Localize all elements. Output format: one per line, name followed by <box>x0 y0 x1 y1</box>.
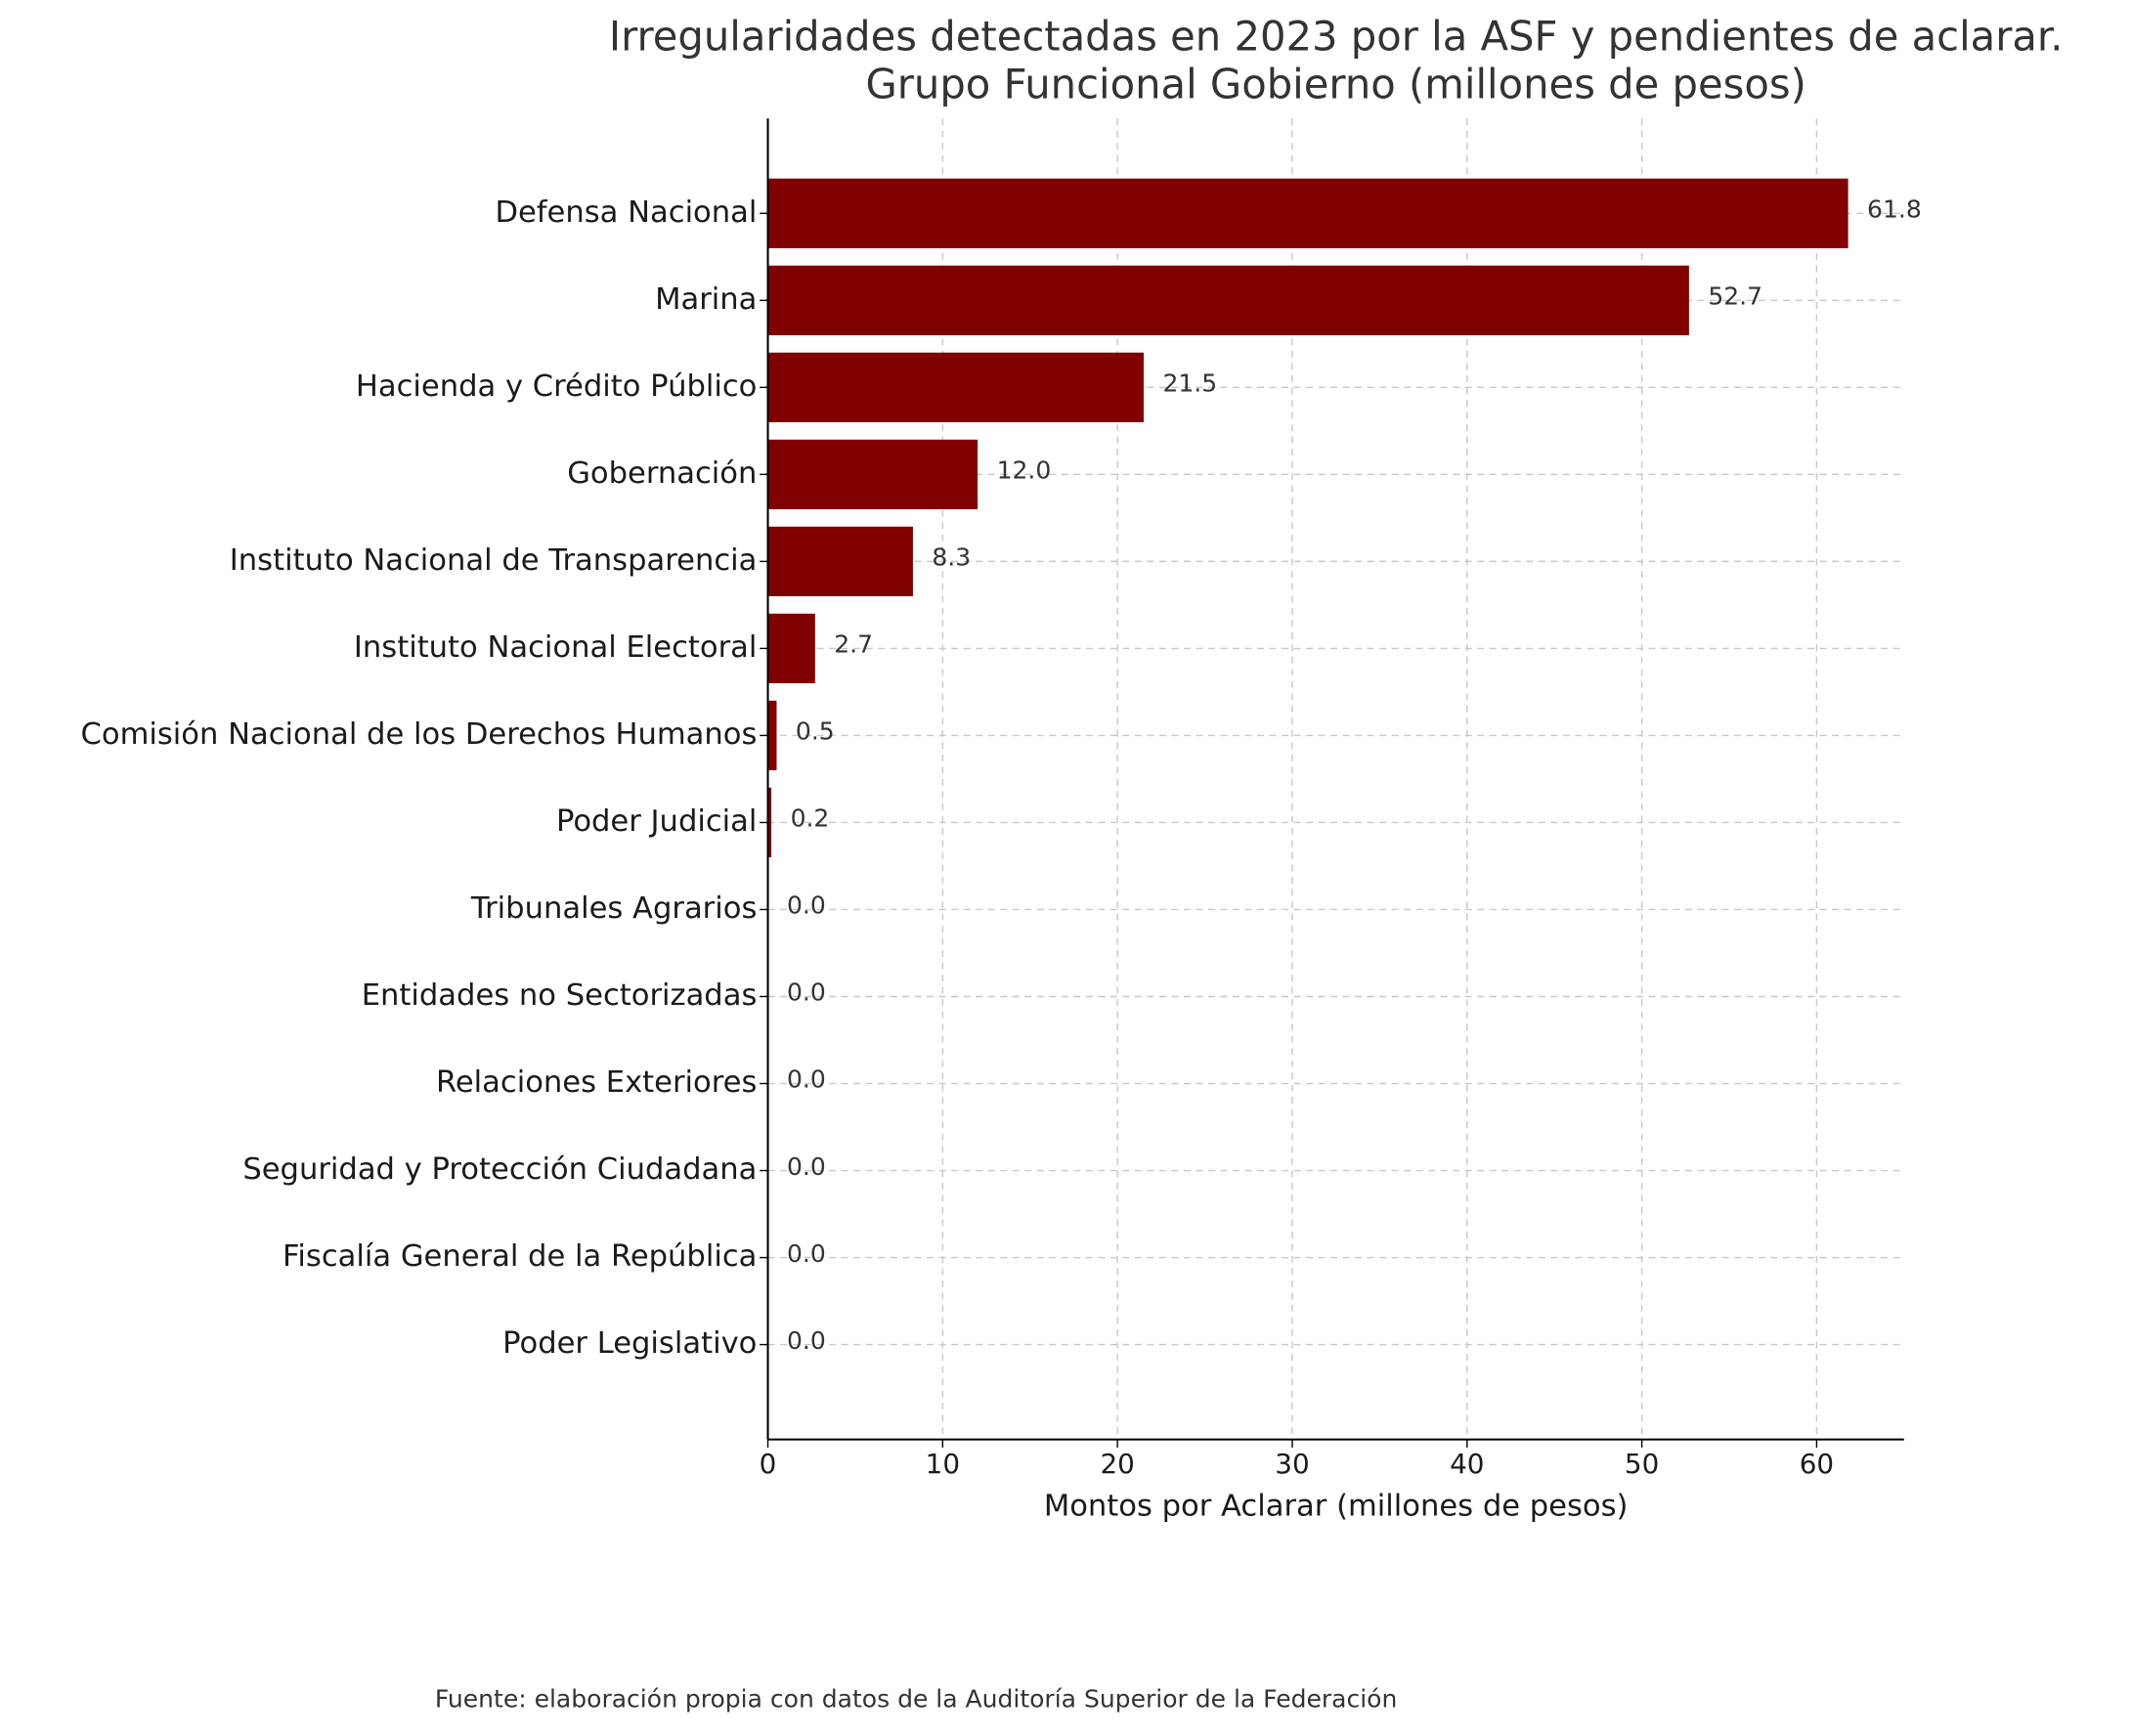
value-label: 12.0 <box>997 456 1052 485</box>
chart-title: Irregularidades detectadas en 2023 por l… <box>609 13 2064 61</box>
bar <box>767 700 777 771</box>
y-tick-label: Marina <box>655 282 757 317</box>
chart-title: Grupo Funcional Gobierno (millones de pe… <box>865 60 1805 108</box>
y-tick-label: Instituto Nacional Electoral <box>354 630 758 665</box>
value-label: 52.7 <box>1708 282 1762 311</box>
source-note: Fuente: elaboración propia con datos de … <box>435 1685 1397 1714</box>
y-tick-label: Instituto Nacional de Transparencia <box>230 543 758 578</box>
value-label: 0.2 <box>791 804 830 833</box>
x-tick-label: 20 <box>1100 1448 1134 1480</box>
y-tick-label: Seguridad y Protección Ciudadana <box>242 1152 757 1187</box>
value-label: 0.0 <box>787 1326 826 1355</box>
x-tick-label: 60 <box>1800 1448 1834 1480</box>
x-tick-label: 30 <box>1275 1448 1309 1480</box>
value-label: 61.8 <box>1867 195 1922 224</box>
value-label: 0.0 <box>787 1065 826 1094</box>
value-label: 21.5 <box>1162 369 1217 398</box>
y-tick-label: Gobernación <box>567 456 757 491</box>
value-label: 0.0 <box>787 891 826 920</box>
bar <box>767 787 772 858</box>
bar <box>767 178 1848 248</box>
bar <box>767 265 1689 335</box>
y-tick-label: Hacienda y Crédito Público <box>356 369 758 404</box>
y-tick-label: Tribunales Agrarios <box>470 891 757 926</box>
y-tick-label: Poder Legislativo <box>502 1326 757 1361</box>
y-tick-label: Fiscalía General de la República <box>283 1239 757 1274</box>
bar <box>767 526 913 596</box>
y-tick-label: Comisión Nacional de los Derechos Humano… <box>81 717 758 752</box>
value-label: 0.0 <box>787 978 826 1007</box>
y-tick-label: Entidades no Sectorizadas <box>362 978 758 1013</box>
x-tick-label: 0 <box>760 1448 777 1480</box>
bar <box>767 352 1144 422</box>
bar <box>767 439 979 509</box>
value-label: 0.0 <box>787 1239 826 1268</box>
x-tick-label: 40 <box>1450 1448 1484 1480</box>
value-label: 2.7 <box>834 630 873 659</box>
value-label: 8.3 <box>932 543 971 572</box>
value-label: 0.0 <box>787 1152 826 1181</box>
y-tick-label: Defensa Nacional <box>495 195 757 230</box>
y-tick-label: Poder Judicial <box>556 804 757 839</box>
x-axis-label: Montos por Aclarar (millones de pesos) <box>1044 1490 1629 1524</box>
y-tick-label: Relaciones Exteriores <box>436 1065 757 1100</box>
x-tick-label: 50 <box>1625 1448 1659 1480</box>
bar <box>767 613 815 684</box>
value-label: 0.5 <box>796 717 835 746</box>
x-tick-label: 10 <box>926 1448 960 1480</box>
